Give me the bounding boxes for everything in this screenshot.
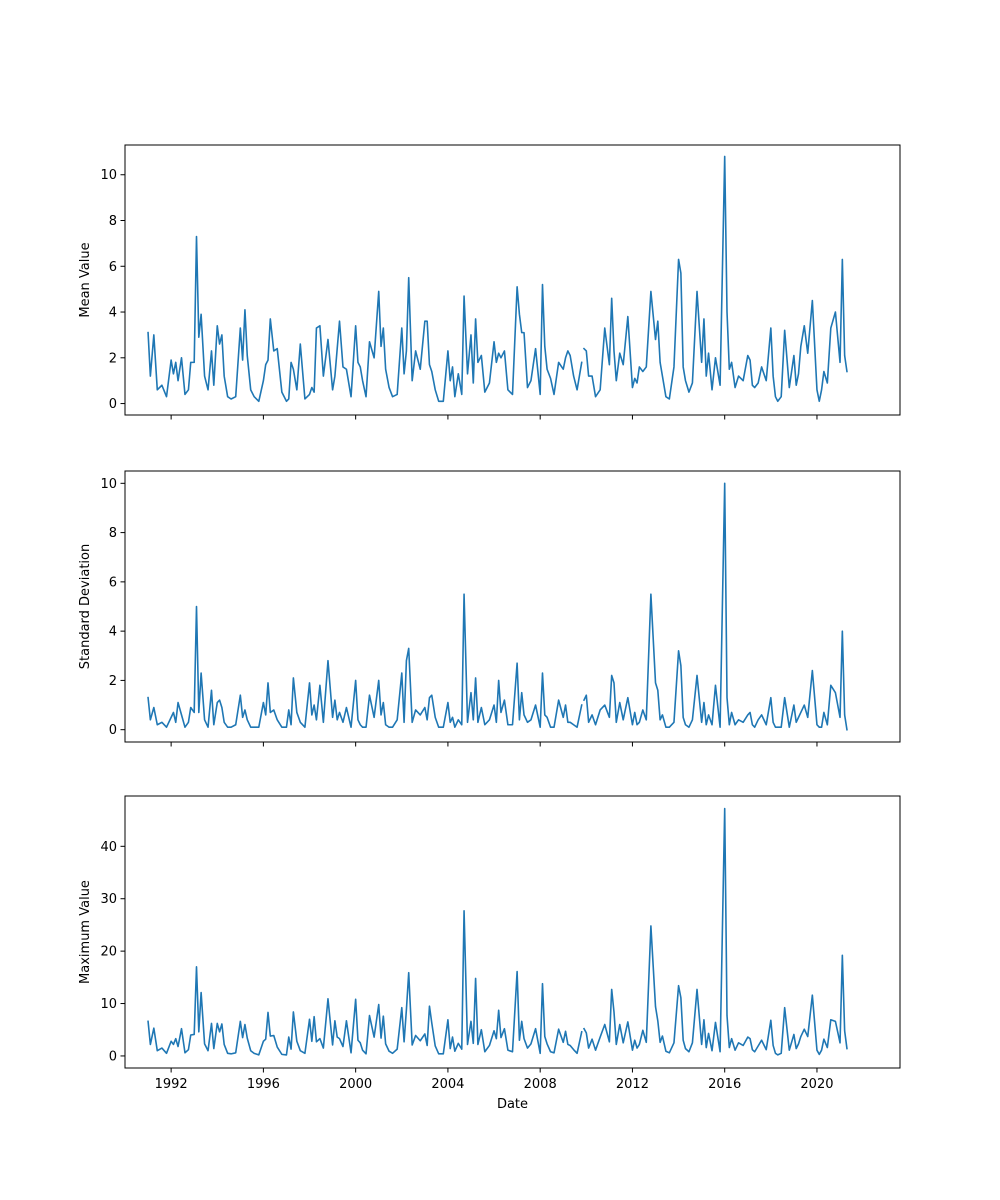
x-tick-label: 2008 — [524, 1077, 557, 1092]
y-tick-label: 8 — [109, 214, 117, 229]
y-tick-label: 0 — [109, 1049, 117, 1064]
y-tick-label: 0 — [109, 397, 117, 412]
x-tick-label: 1996 — [247, 1077, 280, 1092]
x-tick-label: 2016 — [708, 1077, 741, 1092]
x-tick-label: 2000 — [339, 1077, 372, 1092]
y-tick-label: 20 — [100, 945, 117, 960]
x-tick-label: 2004 — [431, 1077, 464, 1092]
y-tick-label: 0 — [109, 723, 117, 738]
y-tick-label: 6 — [109, 575, 117, 590]
y-tick-label: 40 — [100, 840, 117, 855]
y-tick-label: 10 — [100, 477, 117, 492]
y-tick-label: 10 — [100, 997, 117, 1012]
series-line-segment — [147, 909, 583, 1056]
axes-frame — [124, 470, 901, 743]
y-axis-label: Standard Deviation — [78, 544, 93, 669]
x-tick-label: 1992 — [155, 1077, 188, 1092]
axes-frame — [124, 795, 901, 1069]
series-line-segment — [582, 807, 848, 1056]
series-line-segment — [582, 155, 848, 403]
y-tick-label: 8 — [109, 526, 117, 541]
series-line-segment — [147, 235, 583, 403]
panel-mean-value: 0 2 4 6 8 10 Mean Value — [78, 144, 901, 420]
x-tick-label: 2020 — [800, 1077, 833, 1092]
x-axis-label: Date — [497, 1097, 528, 1112]
y-axis-label: Maximum Value — [78, 880, 93, 984]
y-tick-label: 2 — [109, 351, 117, 366]
y-tick-label: 6 — [109, 260, 117, 275]
panel-standard-deviation: 0 2 4 6 8 10 Standard Deviation — [78, 470, 901, 747]
y-tick-label: 30 — [100, 892, 117, 907]
x-tick-label: 2012 — [616, 1077, 649, 1092]
y-tick-label: 2 — [109, 674, 117, 689]
series-line-segment — [147, 593, 583, 729]
panel-maximum-value: 0 10 20 30 40 1992 1996 2000 2004 2008 2012 2016 202… — [78, 795, 901, 1112]
y-tick-label: 4 — [109, 306, 117, 321]
y-tick-label: 10 — [100, 168, 117, 183]
series-line-segment — [582, 482, 848, 731]
axes-frame — [124, 144, 901, 416]
y-axis-label: Mean Value — [78, 242, 93, 317]
y-tick-label: 4 — [109, 625, 117, 640]
